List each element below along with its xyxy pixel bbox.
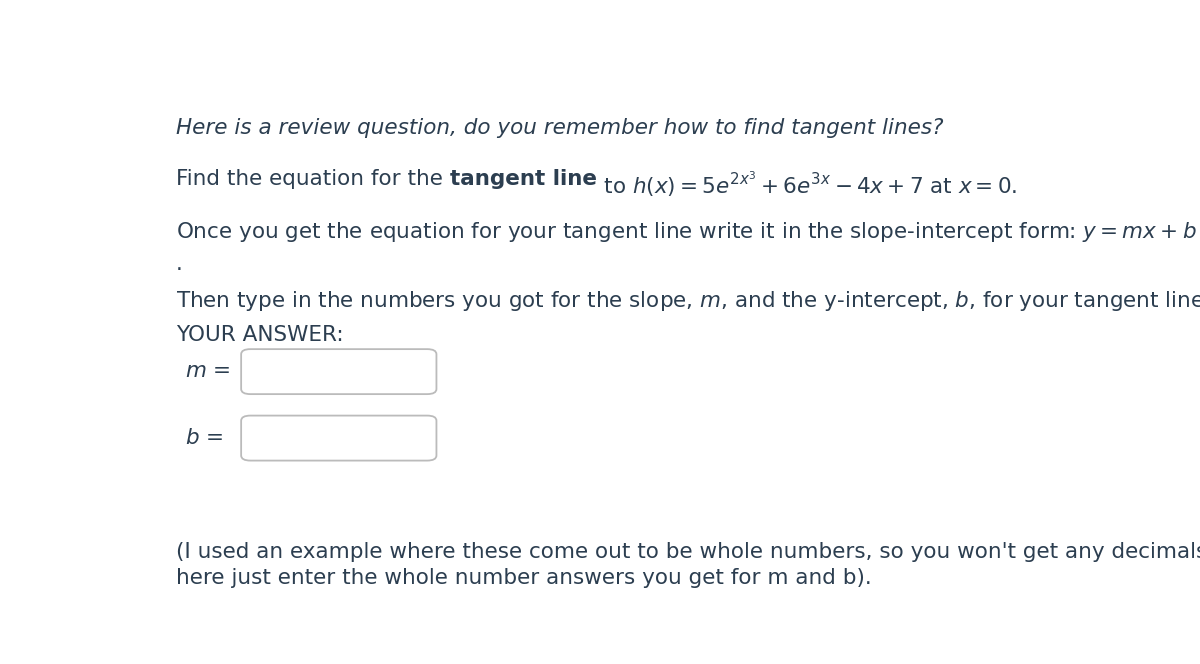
Text: YOUR ANSWER:: YOUR ANSWER: (176, 325, 343, 345)
FancyBboxPatch shape (241, 416, 437, 461)
FancyBboxPatch shape (241, 349, 437, 394)
Text: Then type in the numbers you got for the slope, $m$, and the y-intercept, $b$, f: Then type in the numbers you got for the… (176, 290, 1200, 313)
Text: here just enter the whole number answers you get for m and b).: here just enter the whole number answers… (176, 568, 871, 588)
Text: (I used an example where these come out to be whole numbers, so you won't get an: (I used an example where these come out … (176, 542, 1200, 562)
Text: Once you get the equation for your tangent line write it in the slope-intercept : Once you get the equation for your tange… (176, 220, 1196, 244)
Text: tangent line: tangent line (450, 169, 596, 189)
Text: to $h(x) = 5e^{2x^3} + 6e^{3x} - 4x + 7$ at $x = 0.$: to $h(x) = 5e^{2x^3} + 6e^{3x} - 4x + 7$… (596, 169, 1018, 199)
Text: $m$ =: $m$ = (185, 361, 230, 381)
Text: .: . (176, 254, 182, 274)
Text: Find the equation for the: Find the equation for the (176, 169, 450, 189)
Text: Here is a review question, do you remember how to find tangent lines?: Here is a review question, do you rememb… (176, 118, 943, 138)
Text: $b$ =: $b$ = (185, 428, 223, 448)
